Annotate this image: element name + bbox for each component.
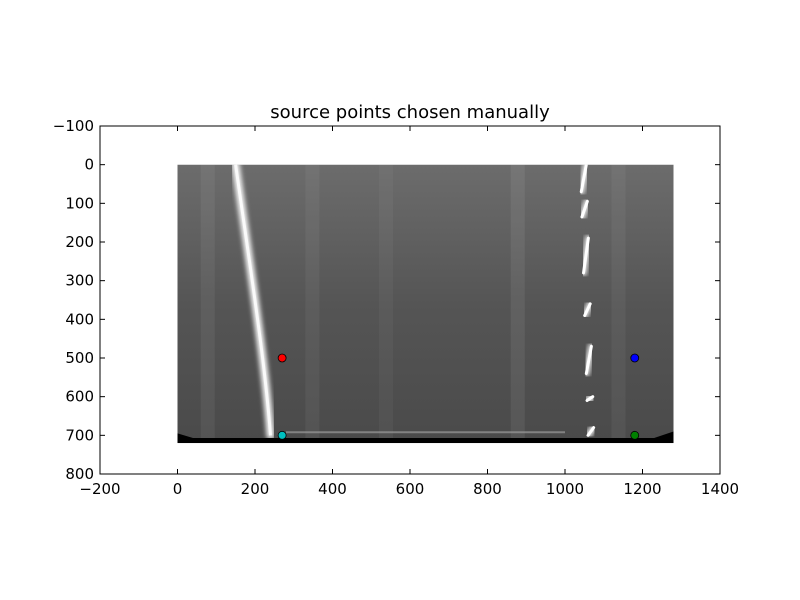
- road-texture: [379, 164, 393, 444]
- plot-frame: [99, 125, 721, 475]
- right-lane-dash-core: [579, 164, 588, 194]
- right-lane-dash-core: [580, 199, 589, 219]
- hood-edge: [177, 431, 674, 444]
- y-tick-label: 500: [65, 349, 94, 367]
- left-lane-line-core: [234, 164, 272, 436]
- x-tick-label: 200: [241, 480, 270, 498]
- background-road-image: [177, 164, 674, 444]
- y-tick-label: 0: [84, 156, 94, 174]
- x-tick-label: 1000: [546, 480, 584, 498]
- x-tick-label: −200: [79, 480, 120, 498]
- right-lane-dash-core: [582, 236, 590, 275]
- right-lane-dash-core: [584, 344, 593, 375]
- y-tick-label: −100: [53, 117, 94, 135]
- y-tick-label: 100: [65, 194, 94, 212]
- source-point-3: [630, 430, 640, 440]
- source-point-4: [277, 430, 287, 440]
- road-texture: [200, 164, 215, 444]
- source-point-1: [277, 353, 287, 363]
- road-texture: [611, 164, 626, 444]
- source-points: [277, 353, 640, 440]
- x-tick-label: 800: [473, 480, 502, 498]
- source-point-2: [630, 353, 640, 363]
- road-texture: [305, 164, 320, 444]
- y-tick-label: 200: [65, 233, 94, 251]
- x-tick-label: 600: [396, 480, 425, 498]
- road-texture: [510, 164, 525, 444]
- y-tick-label: 800: [65, 465, 94, 483]
- x-tick-label: 0: [173, 480, 183, 498]
- y-tick-label: 300: [65, 272, 94, 290]
- x-tick-label: 1400: [701, 480, 739, 498]
- y-tick-label: 700: [65, 426, 94, 444]
- right-lane-dash-core: [586, 426, 596, 437]
- right-lane-dash-core: [583, 302, 592, 317]
- y-tick-label: 600: [65, 388, 94, 406]
- right-lane-dash-core: [585, 395, 595, 403]
- y-tick-label: 400: [65, 310, 94, 328]
- chart-title: source points chosen manually: [270, 102, 550, 123]
- x-tick-label: 400: [318, 480, 347, 498]
- axis-ticks: −200 0 200 400 600 800 1000 1200 1400 −100 0 100 200…: [53, 117, 739, 498]
- x-tick-label: 1200: [623, 480, 661, 498]
